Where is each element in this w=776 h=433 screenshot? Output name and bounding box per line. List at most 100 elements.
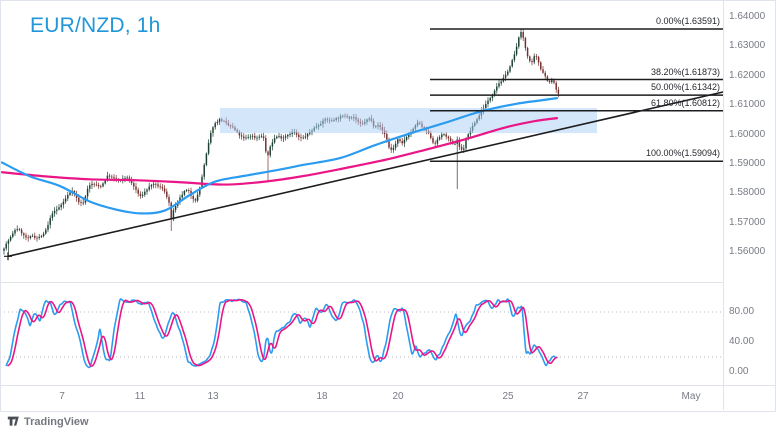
candle-body [542,69,544,73]
candle-body [102,183,104,187]
candle-body [247,137,249,138]
time-axis-label: 13 [207,391,219,402]
candle-body [500,81,502,84]
candle-body [397,139,399,144]
candle-body [53,210,56,214]
symbol-title: EUR/NZD, 1h [30,14,161,37]
candle-body [207,142,210,154]
candle-body [56,209,58,211]
tradingview-logo-text: TradingView [24,415,89,428]
price-axis-label: 1.62000 [729,69,766,81]
candle-body [86,188,89,197]
candle-body [18,229,21,230]
candle-body [218,119,221,122]
candle-body [269,146,271,156]
time-axis-label: 25 [502,391,514,402]
trendline [7,91,724,258]
candle-body [5,243,7,249]
candle-body [441,134,443,138]
candle-body [36,237,38,239]
candle-body [89,185,91,189]
candle-body [216,121,219,124]
candle-body [405,136,408,140]
candle-body [489,98,491,101]
candle-body [93,183,95,185]
candle-body [58,207,60,210]
tradingview-attribution[interactable]: TradingView [7,415,89,428]
candle-body [491,94,494,99]
candle-body [278,136,280,137]
candle-body [16,229,18,231]
candle-body [183,190,186,195]
candle-body [430,133,432,138]
candle-body [128,177,131,179]
candle-body [408,134,410,137]
candle-body [243,136,245,139]
candle-body [34,235,36,238]
candle-body [260,136,263,138]
fib-level-label: 100.00%(1.59094) [645,148,720,159]
candle-body [141,194,144,196]
candle-body [144,191,146,195]
candle-body [280,136,282,139]
candle-body [245,137,247,139]
candle-body [100,186,102,188]
candle-body [7,240,10,244]
candle-body [540,62,542,70]
candle-body [168,196,170,203]
candle-body [95,184,98,186]
candle-body [544,72,546,77]
candle-body [256,137,258,139]
candle-body [463,148,465,150]
candle-body [531,61,533,63]
candle-body [159,186,161,188]
candle-body [3,248,5,251]
candle-body [548,80,551,83]
stoch-axis-label: 0.00 [729,366,749,377]
candle-body [284,136,287,138]
candle-body [97,184,100,187]
candle-body [181,194,183,198]
candle-body [150,184,153,187]
candle-body [155,183,157,185]
candle-body [438,137,441,140]
candle-body [42,233,45,237]
candle-body [388,139,390,148]
candle-body [161,186,164,189]
candle-body [251,135,254,137]
candle-body [511,60,513,67]
candle-body [40,236,43,237]
ma-slow-line [0,117,559,186]
stoch-axis-label: 40.00 [729,336,755,347]
candle-body [282,137,285,139]
candle-body [390,147,392,150]
pane-separator[interactable] [0,282,723,283]
candle-body [104,180,106,184]
candle-body [152,183,155,185]
stoch-d-line [7,298,558,367]
candle-body [262,136,265,139]
candle-body [78,197,80,203]
candle-body [518,37,520,47]
candle-body [515,46,518,55]
stoch-k-line [5,298,557,369]
candle-body [513,54,516,61]
candle-body [146,189,148,192]
candle-body [64,198,67,202]
ma-fast-line [0,97,559,215]
candle-body [553,80,555,83]
candle-body [276,136,278,139]
candle-body [135,186,137,190]
candle-body [185,190,188,191]
candle-body [192,195,194,200]
candle-body [467,134,469,140]
candle-body [449,138,452,142]
candle-body [487,100,489,105]
price-axis-label: 1.58000 [729,187,766,199]
candle-body [240,135,243,137]
candle-body [25,235,27,238]
time-axis-label: 7 [59,391,65,402]
trendline-anchor-cross [4,252,12,261]
